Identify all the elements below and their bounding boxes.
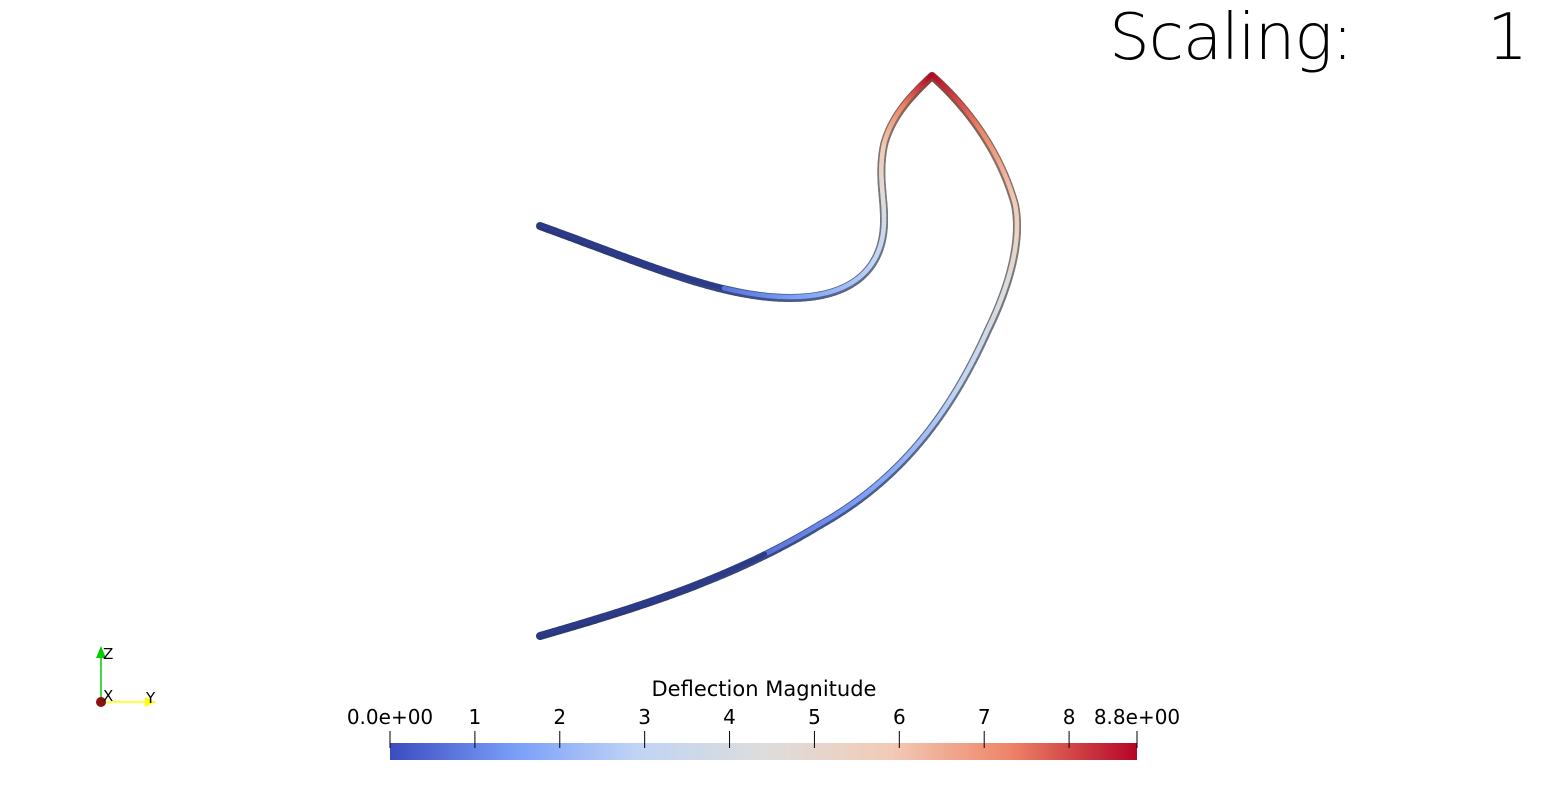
scalar-bar-colors [390, 743, 1137, 760]
scalar-bar-tick-label: 7 [978, 705, 991, 729]
x-axis-label: X [103, 687, 113, 705]
scalar-bar-tick-label: 2 [553, 705, 566, 729]
z-axis-label: Z [103, 645, 113, 663]
scalar-bar-tick-label: 5 [808, 705, 821, 729]
y-axis-label: Y [145, 689, 156, 707]
scaling-label: Scaling: [1109, 1, 1353, 75]
deformed-beam [536, 72, 1021, 640]
y-axis-arrow-icon [145, 697, 156, 707]
scalar-bar-tick-label: 0.0e+00 [347, 705, 433, 729]
beam-segment [537, 630, 550, 638]
x-axis-dot-icon [96, 697, 106, 707]
scalar-bar-title: Deflection Magnitude [652, 677, 877, 701]
scalar-bar: Deflection Magnitude 0.0e+00 1 2 3 4 5 6 7 8 8.8e… [347, 677, 1180, 760]
scalar-bar-tick-label: 3 [638, 705, 651, 729]
scalar-bar-tick-label: 6 [893, 705, 906, 729]
scaling-value: 1 [1487, 1, 1528, 75]
scalar-bar-tick-label: 4 [723, 705, 736, 729]
scalar-bar-ticks: 0.0e+00 1 2 3 4 5 6 7 8 8.8e+00 [347, 705, 1180, 748]
scalar-bar-tick-label: 8.8e+00 [1094, 705, 1180, 729]
z-axis-arrow-icon [96, 646, 106, 658]
scalar-bar-tick-label: 8 [1063, 705, 1076, 729]
orientation-axes: Z X Y [96, 645, 156, 707]
scalar-bar-tick-label: 1 [469, 705, 482, 729]
scaling-annotation: Scaling: 1 [1109, 0, 1528, 76]
